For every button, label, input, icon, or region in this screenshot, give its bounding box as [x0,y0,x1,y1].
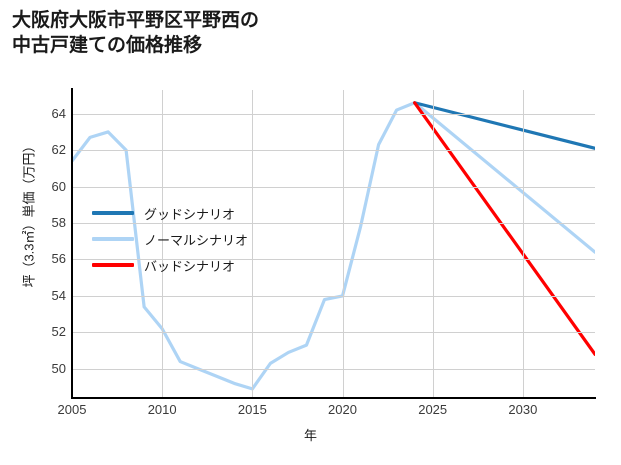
gridline-vertical [252,90,254,398]
x-tick-label: 2015 [237,402,267,417]
legend-label: バッドシナリオ [144,258,236,274]
y-tick-label: 50 [51,360,66,376]
legend-label: ノーマルシナリオ [144,232,249,248]
legend-color-swatch [92,211,134,215]
x-axis-line [71,397,596,399]
y-axis-label: 坪（3.3㎡）単価（万円） [21,139,37,288]
gridline-vertical [522,90,524,398]
legend: グッドシナリオ ノーマルシナリオ バッドシナリオ [92,200,302,278]
gridline-vertical [162,90,164,398]
y-tick-label: 56 [51,251,66,267]
legend-color-swatch [92,263,134,267]
y-tick-label: 52 [51,324,66,340]
gridline-horizontal [72,332,595,334]
gridline-horizontal [72,150,595,152]
gridline-horizontal [72,113,595,115]
x-tick-label: 2030 [508,402,538,417]
y-tick-label: 62 [51,142,66,158]
chart-title: 大阪府大阪市平野区平野西の 中古戸建ての価格推移 [12,10,260,57]
x-tick-label: 2020 [328,402,357,417]
line-good-scenario [413,101,595,150]
legend-item[interactable]: グッドシナリオ [92,200,302,226]
y-tick-label: 54 [51,287,66,303]
y-tick-label: 60 [51,178,66,194]
legend-item[interactable]: バッドシナリオ [92,252,302,278]
y-tick-label: 64 [51,105,66,121]
gridline-horizontal [72,223,595,225]
gridline-horizontal [72,259,595,261]
plot-area [72,90,595,398]
y-axis-line [71,88,73,399]
line-normal-scenario [72,101,595,391]
gridline-horizontal [72,368,595,370]
legend-item[interactable]: ノーマルシナリオ [92,226,302,252]
y-axis-ticks: 50 52 54 56 58 60 62 64 [36,90,66,398]
gridline-vertical [342,90,344,398]
legend-label: グッドシナリオ [144,206,236,222]
y-tick-label: 58 [51,215,66,231]
gridline-horizontal [72,186,595,188]
legend-color-swatch [92,237,134,241]
gridline-vertical [432,90,434,398]
x-tick-label: 2010 [147,402,177,417]
series-layer [72,101,595,391]
gridline-horizontal [72,295,595,297]
x-tick-label: 2025 [418,402,448,417]
x-tick-label: 2005 [57,402,87,417]
x-axis-label: 年 [303,428,317,443]
line-bad-scenario [413,101,595,356]
